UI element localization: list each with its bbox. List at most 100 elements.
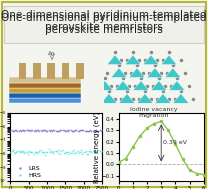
HRS	[53, 149, 56, 152]
LRS	[84, 129, 87, 132]
HRS	[39, 148, 42, 151]
LRS	[40, 129, 43, 132]
HRS	[42, 150, 46, 153]
FancyBboxPatch shape	[9, 77, 81, 83]
LRS	[20, 129, 24, 132]
Polygon shape	[137, 94, 153, 103]
LRS	[80, 129, 84, 132]
LRS	[61, 129, 64, 132]
LRS	[76, 129, 79, 132]
LRS	[68, 129, 71, 132]
LRS	[56, 129, 59, 132]
LRS	[54, 129, 57, 132]
HRS	[64, 150, 68, 153]
LRS	[47, 129, 50, 132]
HRS	[25, 151, 28, 154]
FancyBboxPatch shape	[19, 63, 26, 79]
LRS	[89, 129, 92, 132]
Polygon shape	[111, 68, 127, 77]
FancyBboxPatch shape	[9, 83, 81, 88]
HRS	[54, 149, 57, 153]
Polygon shape	[155, 94, 171, 103]
HRS	[89, 150, 92, 153]
Polygon shape	[97, 81, 113, 90]
HRS	[21, 149, 25, 152]
HRS	[20, 150, 24, 153]
Polygon shape	[161, 55, 177, 65]
LRS	[24, 129, 27, 132]
HRS	[51, 150, 54, 153]
LRS	[69, 129, 72, 132]
LRS	[94, 128, 98, 131]
LRS	[60, 129, 63, 132]
Polygon shape	[133, 81, 149, 90]
HRS	[16, 149, 19, 152]
LRS	[90, 129, 93, 132]
HRS	[52, 152, 55, 155]
LRS	[72, 129, 76, 132]
FancyBboxPatch shape	[9, 93, 81, 98]
Polygon shape	[129, 68, 145, 77]
HRS	[62, 152, 65, 155]
HRS	[76, 149, 79, 153]
LRS	[100, 128, 104, 131]
HRS	[67, 153, 70, 156]
LRS	[11, 129, 14, 132]
HRS	[68, 150, 71, 153]
LRS	[41, 129, 45, 132]
LRS	[18, 129, 21, 132]
HRS	[46, 150, 49, 153]
Text: 0.39 eV: 0.39 eV	[163, 140, 187, 145]
HRS	[93, 150, 97, 153]
HRS	[82, 150, 85, 153]
LRS	[77, 129, 80, 132]
HRS	[74, 151, 77, 154]
HRS	[98, 150, 101, 153]
HRS	[30, 150, 33, 153]
HRS	[24, 151, 27, 154]
HRS	[35, 151, 39, 154]
LRS	[28, 129, 32, 132]
LRS	[25, 129, 28, 132]
LRS	[71, 129, 75, 132]
HRS	[60, 150, 63, 153]
LRS	[79, 129, 83, 132]
LRS	[51, 129, 54, 132]
LRS	[78, 129, 82, 132]
HRS	[33, 151, 36, 154]
Legend: LRS, HRS: LRS, HRS	[14, 165, 41, 178]
Polygon shape	[143, 55, 159, 65]
FancyBboxPatch shape	[9, 88, 81, 93]
HRS	[11, 149, 14, 152]
LRS	[97, 129, 100, 132]
LRS	[13, 129, 17, 132]
HRS	[23, 151, 26, 154]
HRS	[72, 149, 76, 152]
HRS	[45, 150, 48, 153]
LRS	[99, 129, 102, 132]
Text: Ag: Ag	[48, 51, 56, 56]
HRS	[49, 150, 53, 153]
LRS	[55, 129, 58, 132]
HRS	[100, 149, 104, 153]
LRS	[91, 129, 94, 132]
HRS	[38, 150, 41, 153]
HRS	[96, 151, 99, 154]
Text: One-dimensional pyridinium-templated
perovskite memristors: One-dimensional pyridinium-templated per…	[1, 10, 207, 32]
LRS	[31, 129, 34, 132]
HRS	[56, 152, 59, 155]
LRS	[17, 129, 20, 132]
LRS	[57, 129, 61, 132]
LRS	[42, 129, 46, 132]
HRS	[86, 152, 90, 155]
HRS	[17, 150, 20, 153]
HRS	[84, 149, 87, 153]
HRS	[10, 150, 13, 153]
HRS	[27, 150, 31, 153]
Text: Iodine vacancy
migration: Iodine vacancy migration	[130, 107, 178, 118]
HRS	[70, 150, 73, 153]
Polygon shape	[173, 94, 189, 103]
HRS	[92, 151, 95, 154]
Polygon shape	[147, 68, 163, 77]
HRS	[97, 148, 100, 151]
